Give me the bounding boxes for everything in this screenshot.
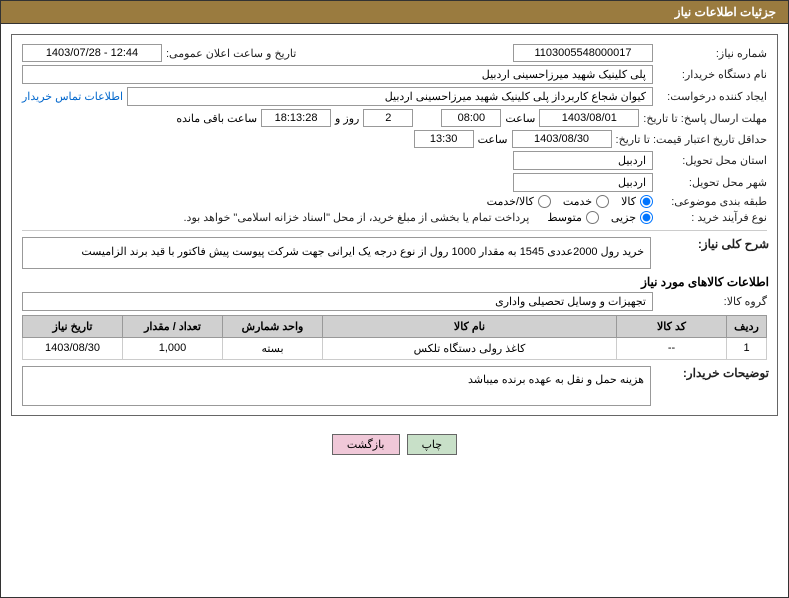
subject-radio-group: کالا خدمت کالا/خدمت bbox=[487, 195, 653, 208]
reply-date-value: 1403/08/01 bbox=[539, 109, 639, 127]
cell-qty: 1,000 bbox=[123, 337, 223, 359]
requester-label: ایجاد کننده درخواست: bbox=[657, 90, 767, 103]
goods-group-label: گروه کالا: bbox=[657, 295, 767, 308]
reply-time-value: 08:00 bbox=[441, 109, 501, 127]
time-label-2: ساعت bbox=[478, 133, 508, 146]
buyer-org-value: پلی کلینیک شهید میرزاحسینی اردبیل bbox=[22, 65, 653, 84]
buyer-notes-label: توضیحات خریدار: bbox=[659, 366, 769, 380]
requester-value: کیوان شجاع کاربرداز پلی کلینیک شهید میرز… bbox=[127, 87, 653, 106]
goods-group-value: تجهیزات و وسایل تحصیلی واداری bbox=[22, 292, 653, 311]
price-date-value: 1403/08/30 bbox=[512, 130, 612, 148]
delivery-prov-value: اردبیل bbox=[513, 151, 653, 170]
main-content: شماره نیاز: 1103005548000017 تاریخ و ساع… bbox=[11, 34, 778, 416]
reply-deadline-label: مهلت ارسال پاسخ: تا تاریخ: bbox=[643, 112, 767, 125]
need-desc-label: شرح کلی نیاز: bbox=[659, 237, 769, 251]
radio-service[interactable]: خدمت bbox=[563, 195, 609, 208]
time-left-value: 18:13:28 bbox=[261, 109, 331, 127]
th-qty: تعداد / مقدار bbox=[123, 315, 223, 337]
time-label-1: ساعت bbox=[505, 112, 535, 125]
cell-row: 1 bbox=[727, 337, 767, 359]
radio-medium[interactable]: متوسط bbox=[547, 211, 599, 224]
need-no-label: شماره نیاز: bbox=[657, 47, 767, 60]
th-row: ردیف bbox=[727, 315, 767, 337]
price-time-value: 13:30 bbox=[414, 130, 474, 148]
time-left-label: ساعت باقی مانده bbox=[176, 112, 257, 125]
back-button[interactable]: بازگشت bbox=[332, 434, 400, 455]
delivery-city-label: شهر محل تحویل: bbox=[657, 176, 767, 189]
radio-partial[interactable]: جزیی bbox=[611, 211, 653, 224]
separator bbox=[22, 230, 767, 231]
price-valid-label: حداقل تاریخ اعتبار قیمت: تا تاریخ: bbox=[616, 133, 767, 146]
page-header: جزئیات اطلاعات نیاز bbox=[1, 1, 788, 24]
cell-date: 1403/08/30 bbox=[23, 337, 123, 359]
subject-class-label: طبقه بندی موضوعی: bbox=[657, 195, 767, 208]
announce-dt-label: تاریخ و ساعت اعلان عمومی: bbox=[166, 47, 296, 60]
buyer-org-label: نام دستگاه خریدار: bbox=[657, 68, 767, 81]
days-left-value: 2 bbox=[363, 109, 413, 127]
purchase-type-label: نوع فرآیند خرید : bbox=[657, 211, 767, 224]
announce-dt-value: 1403/07/28 - 12:44 bbox=[22, 44, 162, 62]
delivery-city-value: اردبیل bbox=[513, 173, 653, 192]
button-row: چاپ بازگشت bbox=[1, 426, 788, 463]
th-code: کد کالا bbox=[617, 315, 727, 337]
th-name: نام کالا bbox=[323, 315, 617, 337]
th-date: تاریخ نیاز bbox=[23, 315, 123, 337]
cell-name: کاغذ رولی دستگاه تلکس bbox=[323, 337, 617, 359]
items-info-title: اطلاعات کالاهای مورد نیاز bbox=[641, 275, 769, 289]
process-radio-group: جزیی متوسط bbox=[547, 211, 653, 224]
items-table: ردیف کد کالا نام کالا واحد شمارش تعداد /… bbox=[22, 315, 767, 360]
th-unit: واحد شمارش bbox=[223, 315, 323, 337]
need-no-value: 1103005548000017 bbox=[513, 44, 653, 62]
table-row: 1 -- کاغذ رولی دستگاه تلکس بسته 1,000 14… bbox=[23, 337, 767, 359]
need-desc-value: خرید رول 2000عددی 1545 به مقدار 1000 رول… bbox=[22, 237, 651, 269]
contact-link[interactable]: اطلاعات تماس خریدار bbox=[22, 90, 123, 103]
cell-code: -- bbox=[617, 337, 727, 359]
cell-unit: بسته bbox=[223, 337, 323, 359]
purchase-note: پرداخت تمام یا بخشی از مبلغ خرید، از محل… bbox=[184, 211, 530, 224]
delivery-prov-label: استان محل تحویل: bbox=[657, 154, 767, 167]
buyer-notes-value: هزینه حمل و نقل به عهده برنده میباشد bbox=[22, 366, 651, 406]
print-button[interactable]: چاپ bbox=[407, 434, 458, 455]
radio-both[interactable]: کالا/خدمت bbox=[487, 195, 551, 208]
days-and-label: روز و bbox=[335, 112, 359, 125]
radio-goods[interactable]: کالا bbox=[621, 195, 653, 208]
